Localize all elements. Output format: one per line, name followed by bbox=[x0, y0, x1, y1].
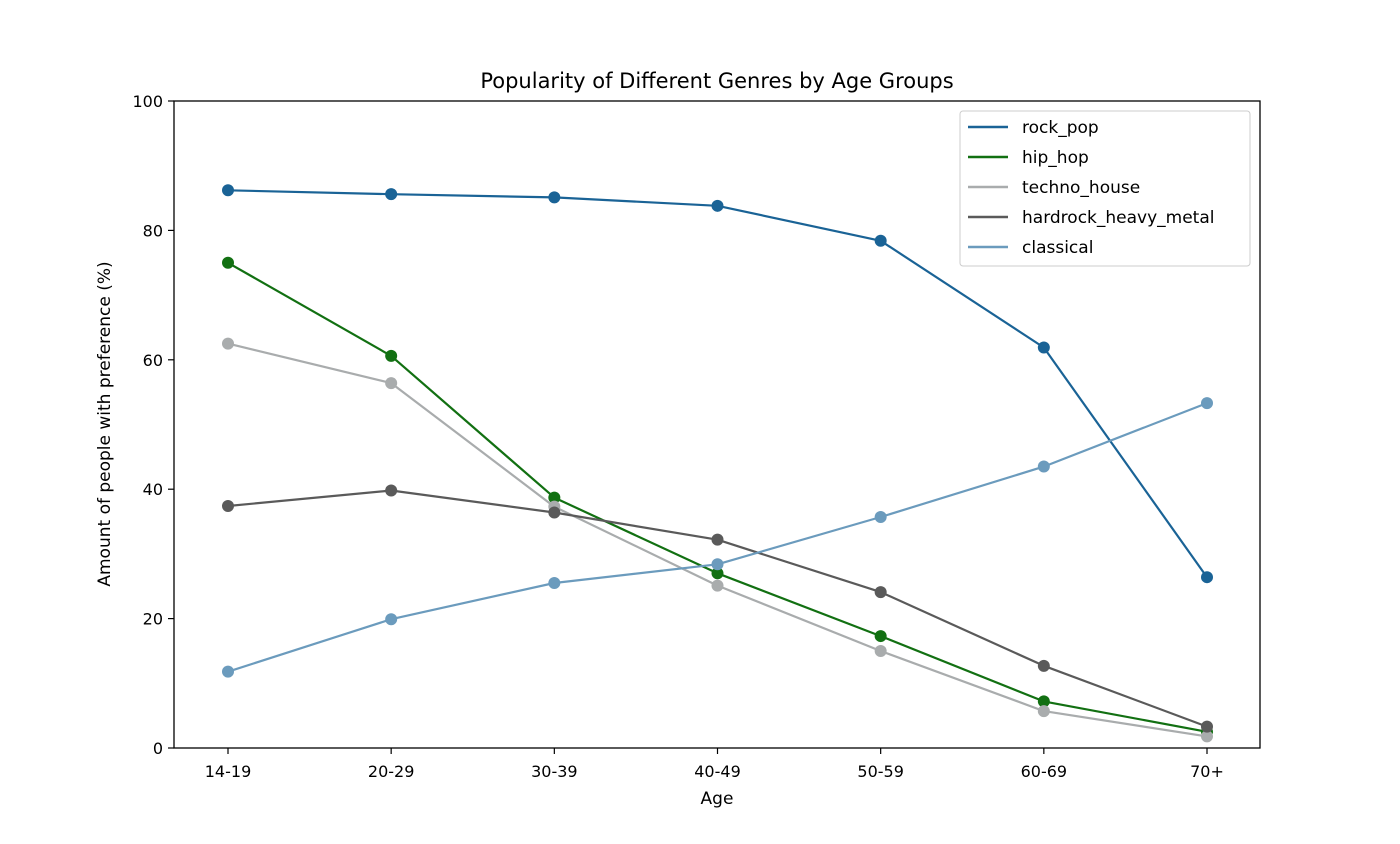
data-point bbox=[1037, 460, 1050, 473]
legend-label: rock_pop bbox=[1022, 118, 1099, 138]
data-point bbox=[1037, 695, 1050, 708]
y-tick-label: 20 bbox=[143, 610, 163, 629]
data-point bbox=[874, 511, 887, 524]
x-tick-label: 40-49 bbox=[694, 762, 741, 781]
y-tick-label: 0 bbox=[153, 739, 163, 758]
data-point bbox=[874, 644, 887, 657]
series-hip_hop bbox=[222, 256, 1213, 738]
series-layer bbox=[222, 184, 1213, 743]
series-techno_house bbox=[222, 337, 1213, 743]
legend-box bbox=[959, 110, 1251, 267]
legend-label: hardrock_heavy_metal bbox=[1022, 208, 1214, 228]
axis-layer: 14-19 20-29 30-39 40-49 50-59 60-69 70+ 0 20 40 60… bbox=[132, 92, 1223, 781]
series-hardrock_heavy_metal bbox=[222, 484, 1213, 733]
data-point bbox=[385, 484, 398, 497]
data-point bbox=[385, 377, 398, 390]
data-point bbox=[548, 577, 561, 590]
chart-title: Popularity of Different Genres by Age Gr… bbox=[480, 69, 953, 93]
data-point bbox=[222, 184, 234, 197]
series-line bbox=[227, 489, 1208, 728]
data-point bbox=[1201, 571, 1213, 584]
x-tick-label: 70+ bbox=[1190, 762, 1224, 781]
data-point bbox=[874, 630, 887, 643]
y-tick-label: 100 bbox=[132, 92, 163, 111]
data-point bbox=[548, 506, 561, 519]
data-point bbox=[711, 199, 724, 212]
data-point bbox=[385, 349, 398, 362]
series-rock_pop bbox=[222, 184, 1213, 584]
data-point bbox=[711, 533, 724, 546]
data-point bbox=[1037, 659, 1050, 672]
data-point bbox=[711, 567, 724, 580]
x-tick-label: 14-19 bbox=[205, 762, 252, 781]
x-tick-label: 30-39 bbox=[531, 762, 578, 781]
data-point bbox=[548, 191, 561, 204]
legend-label: hip_hop bbox=[1022, 148, 1089, 168]
data-point bbox=[1037, 341, 1050, 354]
data-point bbox=[222, 337, 234, 350]
legend-label: classical bbox=[1022, 238, 1093, 258]
data-point bbox=[385, 188, 398, 201]
y-tick-label: 80 bbox=[143, 221, 163, 240]
x-tick-label: 20-29 bbox=[368, 762, 415, 781]
data-point bbox=[874, 586, 887, 599]
x-tick-label: 60-69 bbox=[1021, 762, 1068, 781]
data-point bbox=[1201, 730, 1213, 743]
legend-label: techno_house bbox=[1022, 178, 1140, 198]
data-point bbox=[1201, 720, 1213, 733]
data-point bbox=[222, 256, 234, 269]
data-point bbox=[1201, 397, 1213, 410]
series-classical bbox=[222, 397, 1213, 678]
data-point bbox=[385, 613, 398, 626]
data-point bbox=[711, 558, 724, 571]
data-point bbox=[222, 665, 234, 678]
data-point bbox=[711, 579, 724, 592]
data-point bbox=[548, 491, 561, 504]
data-point bbox=[874, 234, 887, 247]
x-axis-label: Age bbox=[701, 789, 734, 809]
x-tick-label: 50-59 bbox=[857, 762, 904, 781]
legend: rock_pop hip_hop techno_house hardrock_heav… bbox=[959, 110, 1251, 267]
y-tick-label: 40 bbox=[143, 480, 163, 499]
data-point bbox=[222, 500, 234, 513]
data-point bbox=[1037, 705, 1050, 718]
y-axis-label: Amount of people with preference (%) bbox=[95, 261, 115, 586]
series-line bbox=[227, 261, 1208, 733]
y-tick-label: 60 bbox=[143, 351, 163, 370]
